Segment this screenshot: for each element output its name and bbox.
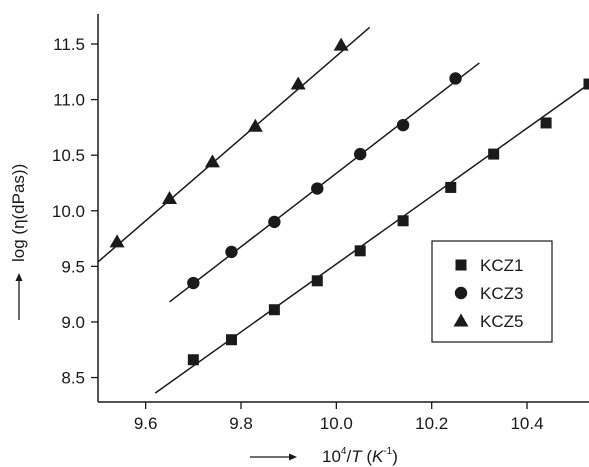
data-point-kcz5 (291, 77, 306, 90)
y-tick-label: 9.0 (61, 313, 85, 332)
ticks: 9.6 9.8 10.0 10.2 10.4 8.5 9.0 9.5 10.0 10.5 11.0 1… (52, 35, 544, 433)
data-point-kcz3 (354, 148, 366, 160)
x-axis-arrowhead (289, 454, 297, 461)
legend: KCZ1 KCZ3 KCZ5 (432, 241, 552, 342)
y-tick-label: 8.5 (61, 369, 85, 388)
y-axis-arrowhead (16, 273, 23, 281)
legend-marker-kcz3 (455, 287, 467, 299)
x-tick-label: 10.2 (415, 414, 448, 433)
data-point-kcz1 (445, 182, 456, 193)
data-point-kcz1 (541, 117, 552, 128)
data-point-kcz1 (269, 304, 280, 315)
data-point-kcz5 (334, 38, 349, 51)
data-point-kcz1 (488, 149, 499, 160)
x-tick-label: 9.6 (134, 414, 158, 433)
y-axis-title-group: log (η(dPas)) (9, 164, 28, 320)
data-point-kcz1 (312, 275, 323, 286)
x-axis-title: 104/T (K-1) (322, 446, 398, 466)
data-point-kcz3 (397, 119, 409, 131)
data-point-kcz1 (584, 79, 589, 90)
data-point-kcz5 (205, 154, 220, 167)
data-point-kcz1 (226, 334, 237, 345)
data-point-kcz3 (187, 277, 199, 289)
data-point-kcz1 (355, 245, 366, 256)
y-tick-label: 9.5 (61, 257, 85, 276)
y-tick-label: 10.0 (52, 202, 85, 221)
x-tick-label: 9.8 (229, 414, 253, 433)
x-tick-label: 10.4 (510, 414, 543, 433)
data-point-kcz1 (398, 215, 409, 226)
axes (98, 14, 589, 402)
legend-marker-kcz1 (456, 260, 467, 271)
fit-line-kcz1 (155, 84, 589, 393)
fit-line-kcz5 (98, 27, 370, 262)
data-point-kcz3 (268, 216, 280, 228)
legend-label-kcz3: KCZ3 (480, 284, 523, 303)
data-point-kcz3 (449, 72, 461, 84)
x-tick-label: 10.0 (320, 414, 353, 433)
y-axis-title: log (η(dPas)) (9, 164, 28, 262)
data-point-kcz3 (225, 246, 237, 258)
y-tick-label: 11.5 (53, 35, 85, 54)
y-tick-label: 10.5 (52, 146, 85, 165)
data-point-kcz3 (311, 182, 323, 194)
y-tick-label: 11.0 (53, 91, 85, 110)
legend-label-kcz5: KCZ5 (480, 312, 523, 331)
data-point-kcz5 (162, 191, 177, 204)
data-point-kcz1 (188, 354, 199, 365)
x-axis-title-group: 104/T (K-1) (250, 446, 398, 466)
legend-label-kcz1: KCZ1 (480, 256, 523, 275)
